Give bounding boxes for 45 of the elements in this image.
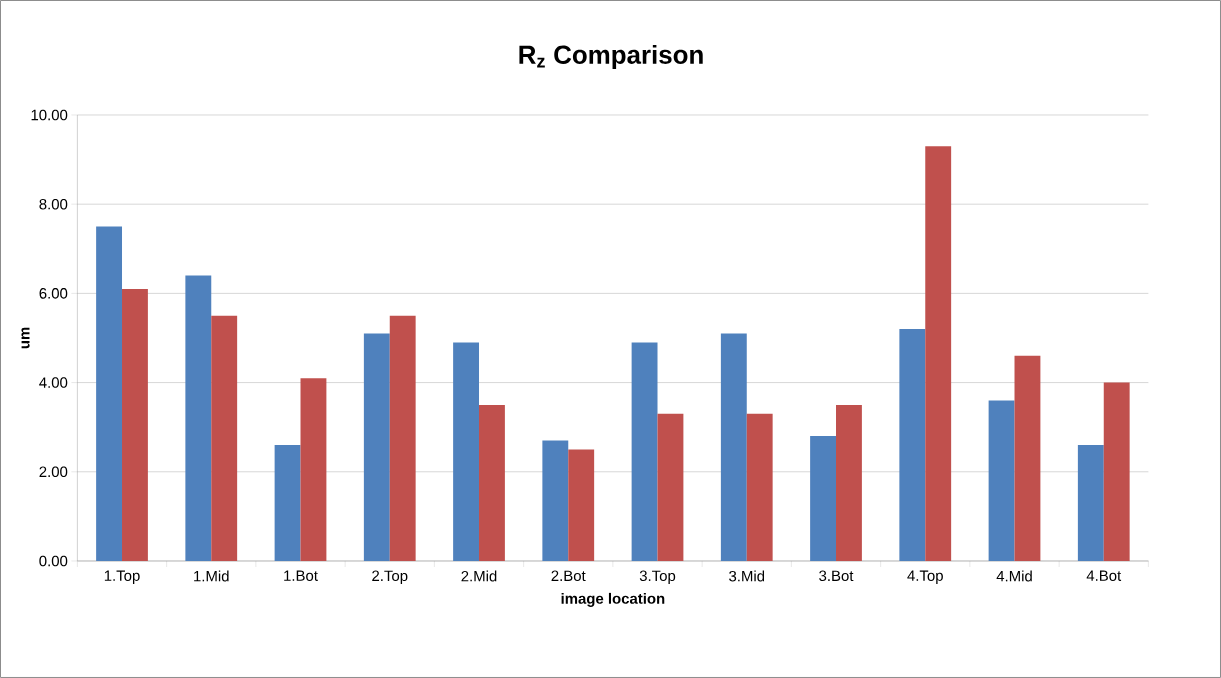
y-axis-title: um bbox=[21, 327, 30, 349]
x-tick-label: 4.Top bbox=[907, 570, 943, 584]
x-tick-label: 2.Top bbox=[372, 570, 408, 585]
bar bbox=[96, 226, 123, 561]
bar bbox=[185, 275, 212, 561]
y-tick-label: 8.00 bbox=[39, 198, 68, 210]
bar bbox=[122, 288, 148, 561]
x-tick-label: 1.Mid bbox=[194, 570, 229, 582]
x-tick-label: 4.Mid bbox=[996, 570, 1032, 582]
bar bbox=[389, 315, 416, 561]
bar bbox=[1103, 382, 1130, 561]
bar bbox=[211, 315, 238, 561]
bar bbox=[363, 333, 390, 561]
bar bbox=[988, 400, 1015, 561]
x-tick-label: 1.Bot bbox=[284, 570, 318, 581]
bar bbox=[1014, 355, 1041, 561]
x-tick-label: 4.Bot bbox=[1086, 570, 1122, 581]
bar bbox=[925, 146, 952, 561]
bar bbox=[657, 413, 684, 561]
bar bbox=[568, 449, 595, 561]
bar bbox=[720, 333, 747, 561]
x-tick-label: 2.Mid bbox=[461, 570, 497, 582]
bar bbox=[899, 329, 926, 561]
bar bbox=[274, 445, 301, 561]
x-tick-label: 2.Bot bbox=[551, 570, 586, 582]
bar bbox=[1077, 445, 1104, 561]
bar bbox=[746, 413, 773, 561]
y-tick-label: 4.00 bbox=[39, 377, 68, 388]
x-tick-label: 1.Top bbox=[104, 570, 140, 584]
bar bbox=[479, 404, 505, 561]
bar bbox=[453, 342, 480, 561]
y-tick-label: 10.00 bbox=[31, 109, 68, 121]
bar bbox=[836, 404, 862, 561]
x-tick-label: 3.Top bbox=[639, 570, 676, 585]
x-axis-title: image location bbox=[561, 592, 665, 607]
y-tick-label: 6.00 bbox=[39, 288, 68, 299]
bar bbox=[810, 436, 837, 561]
bar bbox=[300, 378, 327, 561]
chart-title: R$_{z}$ Comparison bbox=[519, 44, 703, 70]
y-tick-label: 0.00 bbox=[39, 555, 68, 567]
y-tick-label: 2.00 bbox=[39, 466, 68, 478]
x-tick-label: 3.Mid bbox=[729, 570, 765, 582]
x-tick-label: 3.Bot bbox=[819, 570, 854, 582]
bar bbox=[631, 342, 658, 561]
bar bbox=[542, 440, 569, 561]
